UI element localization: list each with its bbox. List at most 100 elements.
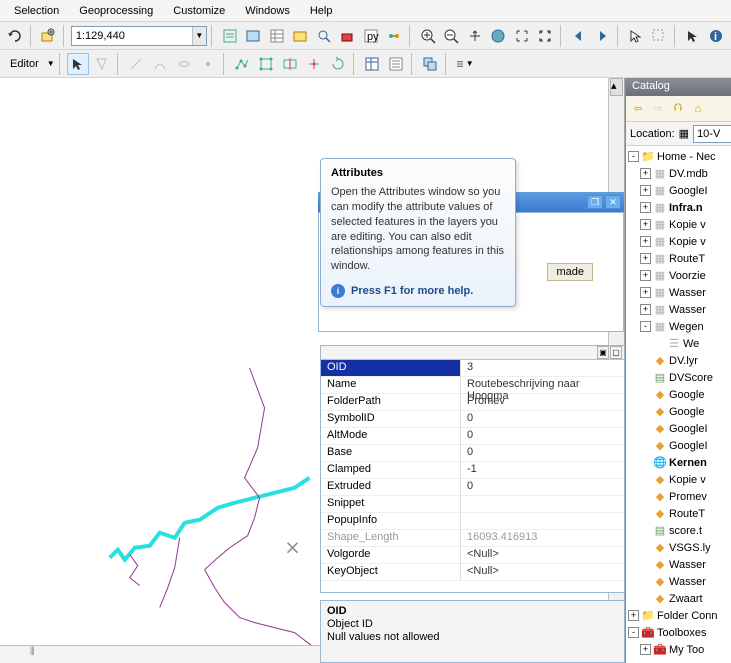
tree-item[interactable]: ◆DV.lyr [626,352,731,369]
tree-expander-icon[interactable] [640,525,651,536]
identify-button[interactable]: i [705,25,727,47]
menu-customize[interactable]: Customize [163,2,235,20]
propgrid-expand-icon[interactable]: ▣ [597,346,609,359]
tree-item[interactable]: ◆GoogleI [626,437,731,454]
catalog-back-icon[interactable]: ⇦ [629,100,647,118]
tree-expander-icon[interactable] [640,559,651,570]
menu-selection[interactable]: Selection [4,2,69,20]
menu-windows[interactable]: Windows [235,2,300,20]
tree-expander-icon[interactable]: + [628,610,639,621]
table-of-contents-button[interactable] [266,25,288,47]
tree-item[interactable]: +▦DV.mdb [626,165,731,182]
catalog-tree[interactable]: -📁Home - Nec+▦DV.mdb+▦GoogleI+▦Infra.n+▦… [626,146,731,663]
tree-expander-icon[interactable]: + [640,202,651,213]
tree-expander-icon[interactable] [640,474,651,485]
tree-expander-icon[interactable]: + [640,304,651,315]
tree-item[interactable]: 🌐Kernen [626,454,731,471]
tree-expander-icon[interactable] [640,372,651,383]
property-row[interactable]: NameRoutebeschrijving naar Hoogma [321,377,624,394]
edit-tool-button[interactable] [67,53,89,75]
property-row[interactable]: AltMode0 [321,428,624,445]
tree-item[interactable]: ◆Zwaart [626,590,731,607]
tree-expander-icon[interactable] [640,440,651,451]
select-elements-button[interactable] [682,25,704,47]
editor-menu[interactable]: Editor [4,58,45,70]
property-value[interactable] [461,496,624,512]
straight-segment-button[interactable] [125,53,147,75]
attributes-button[interactable] [361,53,383,75]
sketch-properties-button[interactable] [385,53,407,75]
trace-button[interactable] [173,53,195,75]
property-row[interactable]: Base0 [321,445,624,462]
full-extent-button[interactable] [487,25,509,47]
tree-item[interactable]: +▦Wasser [626,301,731,318]
property-value[interactable]: 0 [461,479,624,495]
tree-item[interactable]: +▦RouteT [626,250,731,267]
tree-item[interactable]: -▦Wegen [626,318,731,335]
scale-dropdown-icon[interactable]: ▼ [192,27,206,45]
tree-expander-icon[interactable] [640,491,651,502]
tree-item[interactable]: -🧰Toolboxes [626,624,731,641]
tree-expander-icon[interactable]: + [640,644,651,655]
property-row[interactable]: KeyObject<Null> [321,564,624,581]
property-value[interactable]: 0 [461,411,624,427]
editor-toolbar-btn-2[interactable] [242,25,264,47]
tree-item[interactable]: ☰We [626,335,731,352]
property-value[interactable]: <Null> [461,547,624,563]
tree-expander-icon[interactable]: - [640,321,651,332]
select-features-button[interactable] [625,25,647,47]
property-row[interactable]: Volgorde<Null> [321,547,624,564]
catalog-fwd-icon[interactable]: ⇨ [649,100,667,118]
pan-button[interactable] [464,25,486,47]
tree-expander-icon[interactable]: + [640,270,651,281]
tree-item[interactable]: +▦GoogleI [626,182,731,199]
menu-geoprocessing[interactable]: Geoprocessing [69,2,163,20]
attributes-tree-node[interactable]: made [547,263,593,281]
tree-expander-icon[interactable] [640,355,651,366]
cut-polygons-button[interactable] [279,53,301,75]
arc-segment-button[interactable] [149,53,171,75]
tree-item[interactable]: ▤score.t [626,522,731,539]
property-value[interactable]: 0 [461,428,624,444]
tree-item[interactable]: ◆VSGS.ly [626,539,731,556]
catalog-button[interactable] [289,25,311,47]
tree-item[interactable]: +▦Kopie v [626,233,731,250]
zoom-in-button[interactable] [417,25,439,47]
tree-item[interactable]: ◆RouteT [626,505,731,522]
catalog-up-icon[interactable]: ⮉ [669,100,687,118]
model-builder-button[interactable] [383,25,405,47]
property-row[interactable]: Snippet [321,496,624,513]
tree-expander-icon[interactable] [654,338,665,349]
arctoolbox-button[interactable] [336,25,358,47]
tree-item[interactable]: +▦Wasser [626,284,731,301]
clear-selection-button[interactable] [648,25,670,47]
scale-input[interactable] [72,27,192,45]
tree-expander-icon[interactable] [640,457,651,468]
tree-item[interactable]: ◆Wasser [626,573,731,590]
map-canvas[interactable]: ▴ ⫴ ❐ ✕ made Attributes Open the Attribu… [0,78,625,663]
point-button[interactable] [197,53,219,75]
edit-annotation-button[interactable] [91,53,113,75]
tree-expander-icon[interactable]: + [640,185,651,196]
propgrid-collapse-icon[interactable]: ▢ [610,346,622,359]
tree-item[interactable]: +▦Kopie v [626,216,731,233]
tree-item[interactable]: ▤DVScore [626,369,731,386]
prev-extent-button[interactable] [568,25,590,47]
property-value[interactable]: -1 [461,462,624,478]
scrollbar-thumb[interactable]: ▴ [610,78,623,96]
property-row[interactable]: OID3 [321,360,624,377]
tree-expander-icon[interactable] [640,423,651,434]
tree-item[interactable]: ◆Google [626,403,731,420]
tree-expander-icon[interactable]: + [640,287,651,298]
tree-expander-icon[interactable]: + [640,219,651,230]
property-value[interactable]: 3 [461,360,624,376]
tree-item[interactable]: +▦Voorzie [626,267,731,284]
tree-expander-icon[interactable] [640,593,651,604]
tree-item[interactable]: ◆Promev [626,488,731,505]
window-close-icon[interactable]: ✕ [605,195,621,209]
property-value[interactable] [461,513,624,529]
reshape-button[interactable] [255,53,277,75]
zoom-out-button[interactable] [440,25,462,47]
tree-item[interactable]: ◆GoogleI [626,420,731,437]
tree-expander-icon[interactable] [640,406,651,417]
